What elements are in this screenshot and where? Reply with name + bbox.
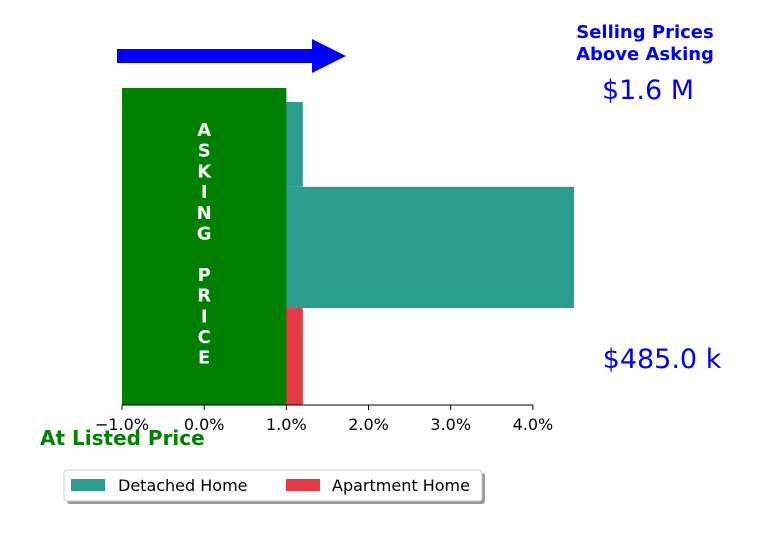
- asking-letter-8: R: [197, 286, 211, 307]
- header-line-1: Selling Prices: [576, 22, 713, 43]
- asking-letter-7: P: [198, 265, 211, 286]
- legend-frame: [63, 469, 483, 502]
- legend-swatch-apartment: [286, 479, 320, 491]
- x-tick-label-5: 4.0%: [513, 415, 554, 434]
- legend-swatch-detached: [71, 479, 105, 491]
- x-tick-label-4: 3.0%: [430, 415, 471, 434]
- asking-letter-0: A: [197, 120, 211, 141]
- x-axis-ticks: −1.0% 0.0% 1.0% 2.0% 3.0% 4.0%: [95, 405, 553, 434]
- top-price-label: $1.6 M: [602, 75, 694, 106]
- asking-letter-4: N: [197, 203, 212, 224]
- asking-letter-11: E: [198, 348, 210, 369]
- legend: Detached Home Apartment Home: [63, 469, 485, 504]
- asking-letter-3: I: [201, 182, 208, 203]
- x-tick-label-2: 1.0%: [266, 415, 307, 434]
- asking-price-block: [122, 88, 287, 405]
- x-tick-label-1: 0.0%: [184, 415, 225, 434]
- asking-letter-5: G: [197, 224, 212, 245]
- asking-letter-1: S: [198, 141, 211, 162]
- legend-label-apartment: Apartment Home: [332, 476, 470, 495]
- bottom-price-label: $485.0 k: [603, 344, 722, 375]
- header-line-2: Above Asking: [576, 44, 714, 65]
- legend-label-detached: Detached Home: [118, 476, 248, 495]
- asking-letter-2: K: [197, 161, 212, 182]
- right-arrow-icon: [117, 39, 346, 73]
- asking-letter-9: I: [201, 306, 208, 327]
- at-listed-price-label: At Listed Price: [40, 426, 205, 450]
- x-tick-label-0: −1.0%: [95, 415, 149, 434]
- asking-letter-10: C: [198, 327, 211, 348]
- x-tick-label-3: 2.0%: [348, 415, 389, 434]
